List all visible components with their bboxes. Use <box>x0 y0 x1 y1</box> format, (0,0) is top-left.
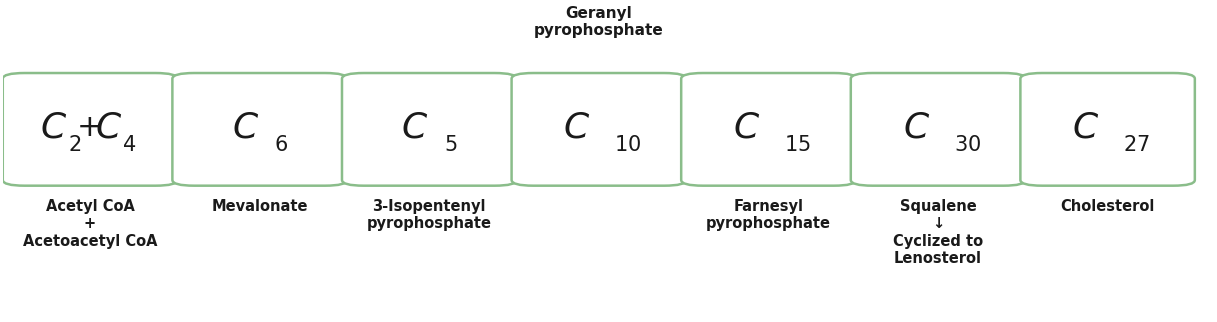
FancyBboxPatch shape <box>511 73 686 186</box>
Text: $\it{C}$: $\it{C}$ <box>1072 111 1099 145</box>
Text: Cholesterol: Cholesterol <box>1060 199 1155 214</box>
Text: $\it{10}$: $\it{10}$ <box>615 135 641 155</box>
Text: Geranyl
pyrophosphate: Geranyl pyrophosphate <box>534 6 663 38</box>
Text: $\it{2}$: $\it{2}$ <box>68 135 80 155</box>
Text: $\it{C}$: $\it{C}$ <box>733 111 761 145</box>
Text: Acetyl CoA
+
Acetoacetyl CoA: Acetyl CoA + Acetoacetyl CoA <box>23 199 157 249</box>
Text: Mevalonate: Mevalonate <box>212 199 308 214</box>
Text: $\it{30}$: $\it{30}$ <box>953 135 981 155</box>
Text: Squalene
↓
Cyclized to
Lenosterol: Squalene ↓ Cyclized to Lenosterol <box>893 199 983 266</box>
Text: $\it{4}$: $\it{4}$ <box>122 135 136 155</box>
FancyBboxPatch shape <box>851 73 1025 186</box>
Text: $\it{6}$: $\it{6}$ <box>274 135 288 155</box>
Text: $\it{C}$: $\it{C}$ <box>563 111 590 145</box>
Text: $\it{C}$: $\it{C}$ <box>903 111 930 145</box>
Text: Farnesyl
pyrophosphate: Farnesyl pyrophosphate <box>706 199 831 232</box>
Text: $\it{C}$: $\it{C}$ <box>402 111 428 145</box>
FancyBboxPatch shape <box>173 73 347 186</box>
Text: $\it{5}$: $\it{5}$ <box>444 135 458 155</box>
FancyBboxPatch shape <box>1020 73 1195 186</box>
Text: +: + <box>77 113 102 142</box>
Text: $\it{27}$: $\it{27}$ <box>1123 135 1150 155</box>
Text: $\it{C}$: $\it{C}$ <box>95 111 122 145</box>
Text: $\it{15}$: $\it{15}$ <box>784 135 811 155</box>
FancyBboxPatch shape <box>682 73 856 186</box>
Text: $\it{C}$: $\it{C}$ <box>40 111 67 145</box>
FancyBboxPatch shape <box>2 73 178 186</box>
FancyBboxPatch shape <box>342 73 516 186</box>
Text: $\it{C}$: $\it{C}$ <box>231 111 259 145</box>
Text: 3-Isopentenyl
pyrophosphate: 3-Isopentenyl pyrophosphate <box>366 199 492 232</box>
